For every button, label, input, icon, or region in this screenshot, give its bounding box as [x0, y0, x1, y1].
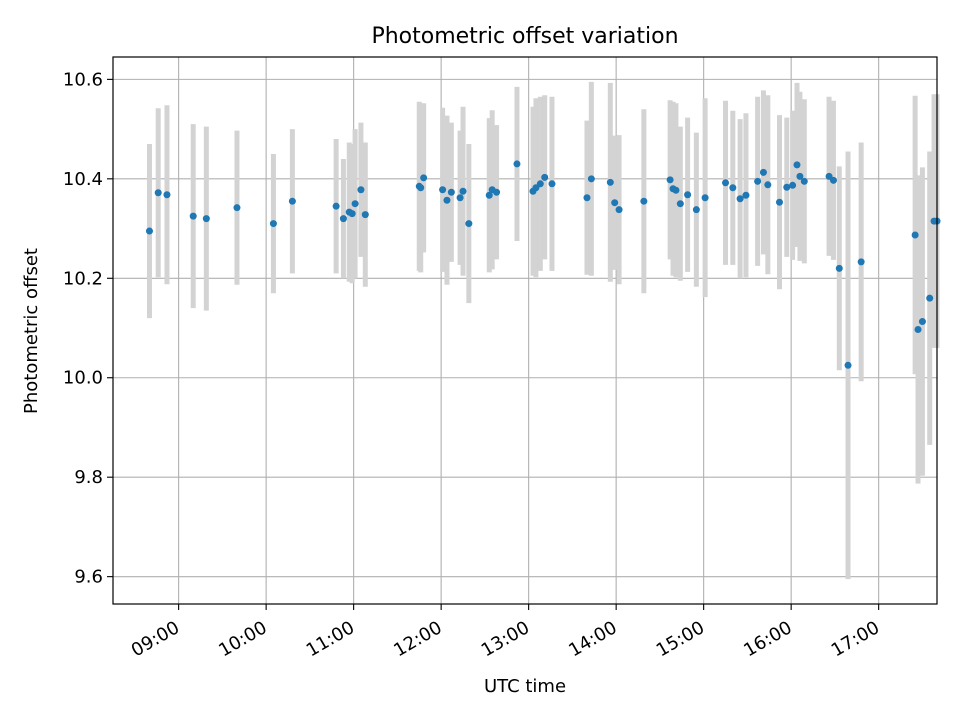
data-point — [583, 194, 591, 202]
data-point — [857, 258, 865, 266]
data-point — [348, 210, 356, 218]
data-point — [800, 177, 808, 185]
data-point — [789, 181, 797, 189]
data-point — [420, 174, 428, 182]
data-point — [701, 194, 709, 202]
x-axis-label: UTC time — [484, 676, 566, 697]
y-tick-label: 10.0 — [63, 368, 103, 389]
data-point — [465, 220, 473, 228]
data-point — [611, 199, 619, 207]
data-point — [754, 177, 762, 185]
data-point — [722, 179, 730, 187]
data-point — [269, 220, 277, 228]
y-tick-label: 10.2 — [63, 268, 103, 289]
data-point — [676, 200, 684, 208]
data-point — [536, 180, 544, 188]
data-point — [926, 294, 934, 302]
chart-title: Photometric offset variation — [371, 24, 678, 49]
plot-frame — [112, 56, 938, 605]
data-point — [736, 195, 744, 203]
data-point — [417, 184, 425, 192]
data-point — [615, 206, 623, 214]
data-point — [485, 191, 493, 199]
y-tick-label: 10.4 — [63, 169, 103, 190]
data-point — [911, 231, 919, 239]
data-point — [729, 184, 737, 192]
data-point — [361, 211, 369, 219]
data-point — [541, 173, 549, 181]
data-point — [459, 187, 467, 195]
y-axis-ticks: 9.6 9.8 10.0 10.2 10.4 10.6 — [63, 69, 113, 588]
data-point — [288, 197, 296, 205]
data-point — [145, 227, 153, 235]
data-point — [914, 326, 922, 334]
data-point — [796, 172, 804, 180]
data-point — [684, 191, 692, 199]
data-point — [764, 181, 772, 189]
data-point — [189, 212, 197, 220]
data-point — [163, 191, 171, 199]
data-point — [829, 176, 837, 184]
data-point — [640, 197, 648, 205]
y-axis-label: Photometric offset — [21, 248, 42, 414]
data-point — [835, 264, 843, 272]
data-points — [145, 160, 941, 369]
data-point — [447, 188, 455, 196]
data-point — [793, 161, 801, 169]
data-point — [513, 160, 521, 168]
data-point — [759, 168, 767, 176]
data-point — [456, 194, 464, 202]
data-point — [548, 180, 556, 188]
data-point — [742, 191, 750, 199]
data-point — [783, 183, 791, 191]
data-point — [154, 189, 162, 197]
data-point — [202, 215, 210, 223]
data-point — [351, 200, 359, 208]
data-point — [918, 318, 926, 326]
data-point — [443, 196, 451, 204]
data-point — [587, 175, 595, 183]
data-point — [233, 204, 241, 212]
y-tick-label: 10.6 — [63, 69, 103, 90]
data-point — [339, 215, 347, 223]
data-point — [672, 186, 680, 194]
data-point — [357, 186, 365, 194]
data-point — [606, 178, 614, 186]
data-point — [332, 202, 340, 210]
data-point — [844, 361, 852, 369]
data-point — [666, 176, 674, 184]
data-point — [692, 206, 700, 214]
data-point — [493, 188, 501, 196]
y-tick-label: 9.6 — [74, 567, 103, 588]
y-tick-label: 9.8 — [74, 467, 103, 488]
data-point — [775, 198, 783, 206]
data-point — [439, 186, 447, 194]
